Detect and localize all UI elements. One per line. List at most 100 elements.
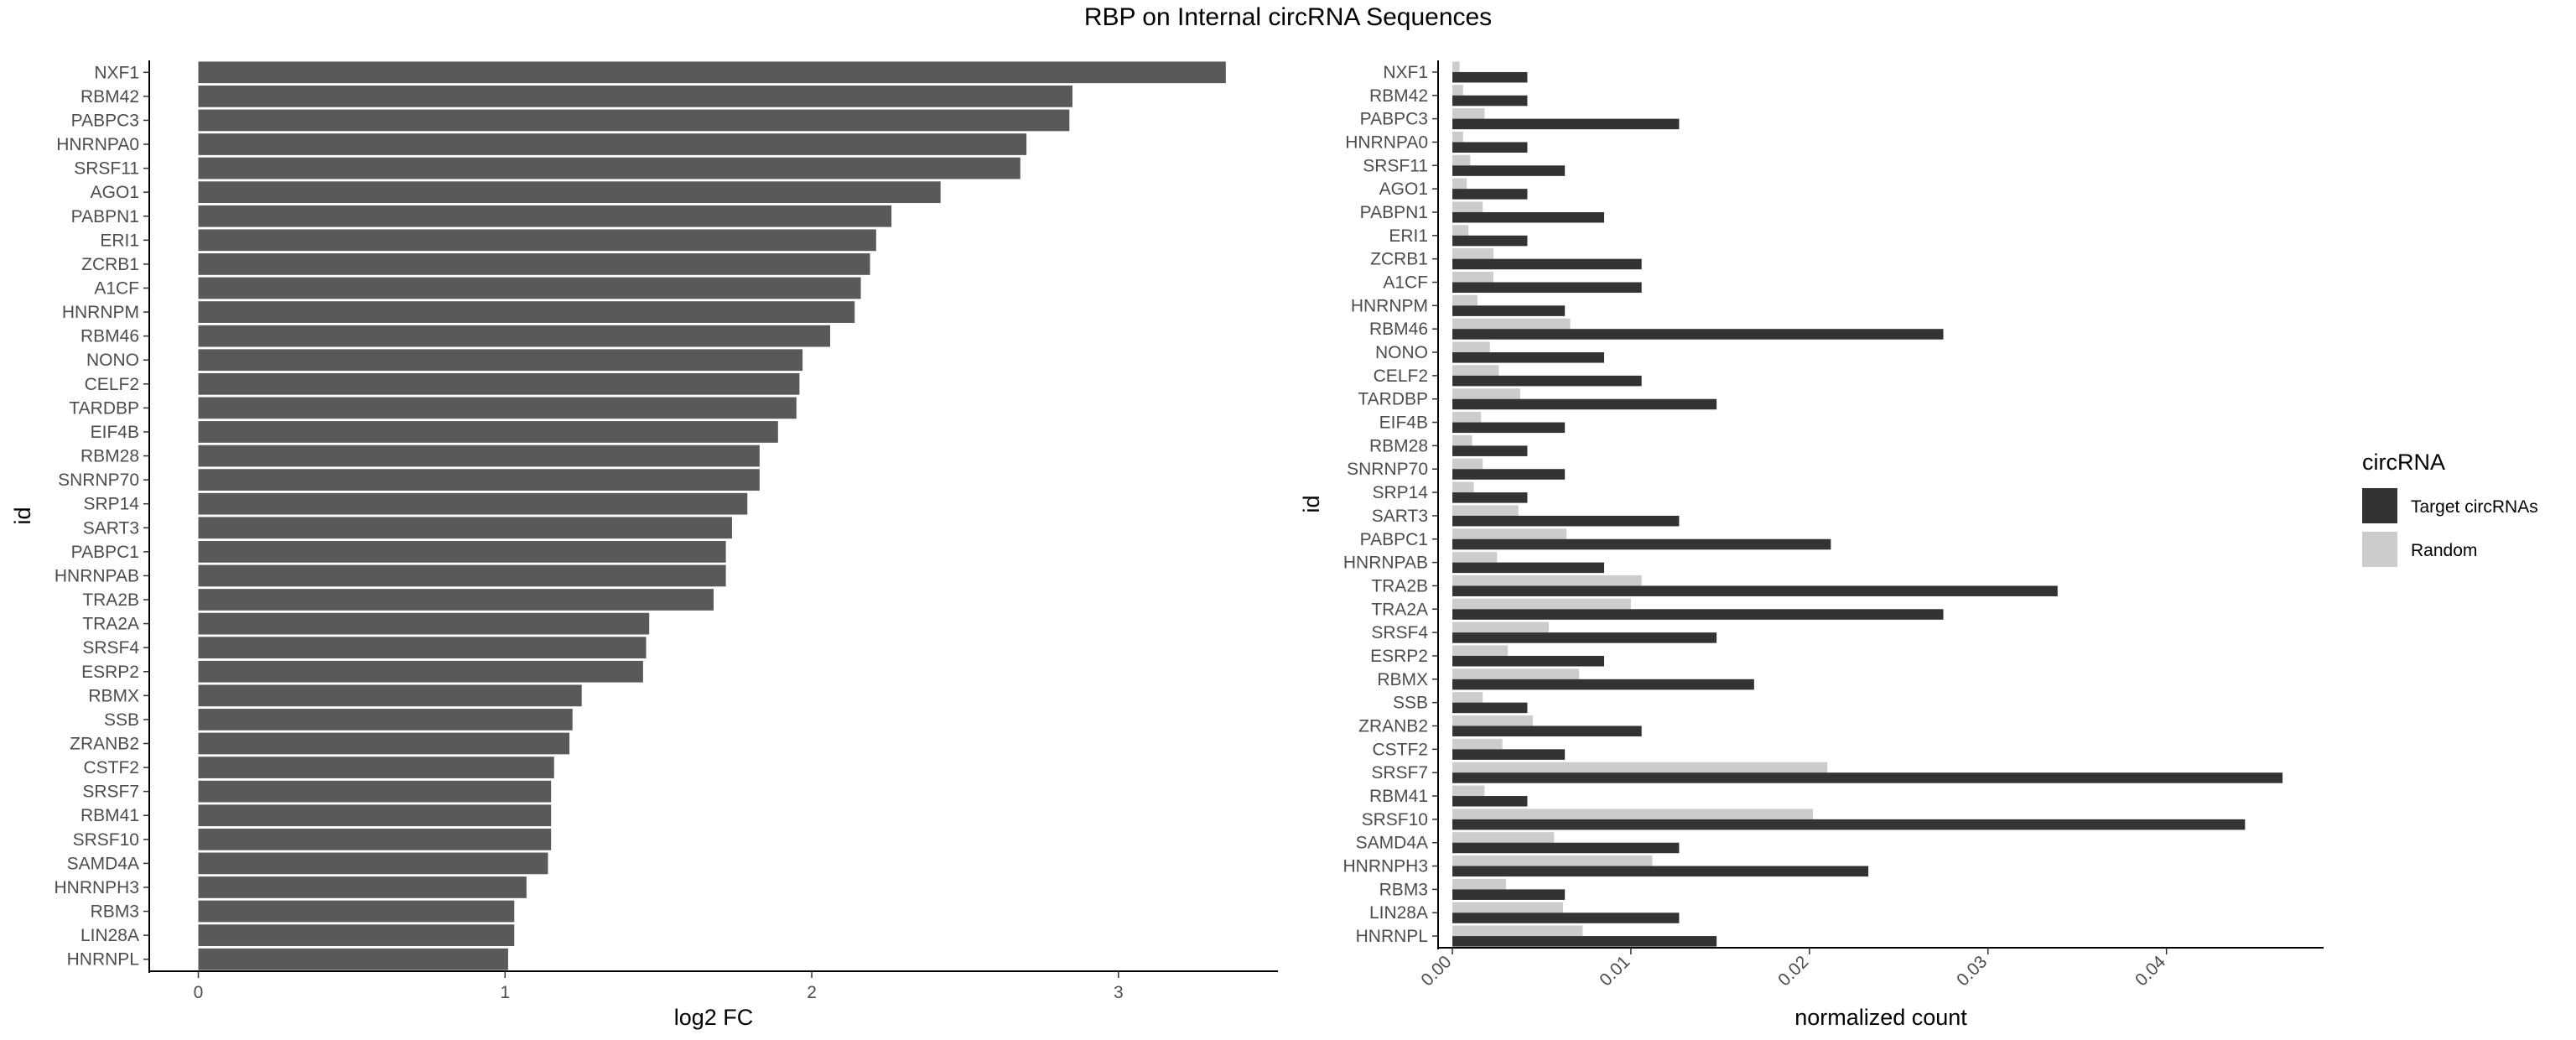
y-tick-label-tra2a: TRA2A	[82, 615, 139, 634]
y-tick-label-rbm46: RBM46	[1369, 320, 1428, 339]
bar-snrnp70	[198, 469, 760, 491]
bar-random-hnrnpab	[1452, 552, 1498, 563]
bar-target-sart3	[1452, 515, 1680, 527]
bar-random-srsf4	[1452, 621, 1549, 633]
bar-target-rbm28	[1452, 445, 1528, 456]
y-tick-label-sart3: SART3	[1372, 507, 1428, 526]
bar-random-srsf10	[1452, 809, 1814, 819]
x-tick-label: 2	[807, 983, 817, 1002]
bar-random-lin28a	[1452, 902, 1564, 913]
y-tick-label-hnrnpab: HNRNPAB	[55, 566, 139, 585]
bar-target-pabpc3	[1452, 118, 1680, 130]
bar-target-srsf7	[1452, 772, 2283, 783]
y-tick-label-pabpn1: PABPN1	[1360, 203, 1428, 222]
y-tick-label-zranb2: ZRANB2	[70, 735, 139, 754]
bar-zranb2	[198, 732, 570, 755]
bar-random-nxf1	[1452, 61, 1460, 72]
y-tick-label-eri1: ERI1	[100, 231, 139, 250]
panel-log2fc: NXF1 RBM42 PABPC3 HNRNPA0 SRSF11 AGO1 PABPN1 ER…	[10, 60, 1278, 1030]
bar-random-eri1	[1452, 225, 1469, 236]
bar-random-esrp2	[1452, 645, 1509, 656]
y-tick-label-srp14: SRP14	[83, 495, 139, 514]
y-tick-label-pabpc3: PABPC3	[71, 111, 139, 130]
bar-target-a1cf	[1452, 282, 1642, 294]
y-tick-label-snrnp70: SNRNP70	[1347, 460, 1428, 479]
bar-nxf1	[198, 61, 1226, 84]
bar-target-celf2	[1452, 375, 1642, 387]
y-tick-label-ssb: SSB	[1393, 694, 1428, 713]
bar-srsf11	[198, 157, 1021, 179]
bar-random-rbmx	[1452, 668, 1580, 679]
bar-random-tra2a	[1452, 598, 1631, 610]
bar-random-zranb2	[1452, 715, 1533, 726]
y-tick-label-nxf1: NXF1	[1383, 63, 1428, 82]
bar-random-srp14	[1452, 481, 1474, 493]
bar-sart3	[198, 517, 732, 539]
legend: circRNA Target circRNAs Random	[2362, 450, 2538, 567]
x-tick-label: 0.02	[1774, 952, 1812, 990]
bar-pabpn1	[198, 205, 892, 227]
bar-celf2	[198, 372, 800, 395]
bar-tra2b	[198, 589, 714, 611]
y-tick-label-rbm41: RBM41	[80, 806, 139, 825]
y-tick-label-nxf1: NXF1	[94, 63, 139, 82]
bar-random-rbm28	[1452, 434, 1472, 446]
y-tick-label-hnrnpl: HNRNPL	[67, 950, 139, 970]
bar-random-cstf2	[1452, 738, 1503, 750]
bar-random-pabpc3	[1452, 108, 1485, 119]
y-tick-label-lin28a: LIN28A	[80, 926, 139, 945]
y-tick-label-zcrb1: ZCRB1	[1370, 250, 1428, 269]
bar-eri1	[198, 229, 876, 252]
y-tick-label-eif4b: EIF4B	[91, 423, 139, 442]
bar-random-pabpn1	[1452, 201, 1483, 212]
y-tick-label-srsf10: SRSF10	[73, 830, 139, 850]
bar-rbmx	[198, 684, 582, 707]
y-tick-label-rbm28: RBM28	[80, 447, 139, 466]
bar-rbm42	[198, 86, 1072, 107]
y-tick-label-tardbp: TARDBP	[1358, 390, 1428, 409]
bar-target-pabpc1	[1452, 538, 1831, 550]
y-tick-label-esrp2: ESRP2	[1370, 647, 1428, 666]
bar-pabpc1	[198, 541, 726, 563]
y-tick-label-pabpc1: PABPC1	[71, 543, 139, 562]
bar-hnrnph3	[198, 876, 527, 898]
bar-srp14	[198, 492, 748, 515]
bar-random-rbm42	[1452, 85, 1463, 96]
x-axis-title: log2 FC	[674, 1005, 754, 1030]
bar-tra2a	[198, 612, 650, 635]
x-axis-title: normalized count	[1794, 1005, 1967, 1030]
y-tick-label-hnrnph3: HNRNPH3	[1343, 857, 1428, 876]
bar-random-tra2b	[1452, 575, 1642, 586]
y-tick-label-tra2a: TRA2A	[1371, 600, 1428, 619]
bar-target-srp14	[1452, 492, 1528, 503]
y-tick-label-eri1: ERI1	[1389, 226, 1428, 246]
y-tick-label-nono: NONO	[1375, 343, 1428, 362]
bar-target-zranb2	[1452, 725, 1642, 737]
bar-target-rbm3	[1452, 889, 1566, 900]
chart-title: RBP on Internal circRNA Sequences	[1083, 3, 1493, 31]
bar-ago1	[198, 181, 941, 204]
bar-tardbp	[198, 397, 797, 419]
bar-eif4b	[198, 421, 778, 443]
bar-target-srsf10	[1452, 819, 2246, 830]
legend-swatch-target-circrnas	[2362, 488, 2397, 523]
bar-random-samd4a	[1452, 832, 1555, 843]
y-tick-label-srsf7: SRSF7	[1371, 763, 1428, 783]
x-tick-label: 1	[500, 983, 510, 1002]
y-tick-label-hnrnpl: HNRNPL	[1356, 927, 1428, 946]
y-tick-label-celf2: CELF2	[85, 375, 139, 394]
bar-target-ssb	[1452, 702, 1528, 714]
y-tick-label-rbm42: RBM42	[80, 87, 139, 107]
bar-target-zcrb1	[1452, 258, 1642, 270]
y-tick-label-zcrb1: ZCRB1	[81, 255, 139, 274]
bar-target-cstf2	[1452, 749, 1566, 760]
bar-samd4a	[198, 852, 548, 875]
y-tick-label-rbm28: RBM28	[1369, 436, 1428, 455]
bar-target-ago1	[1452, 189, 1528, 200]
y-tick-label-srsf7: SRSF7	[82, 783, 139, 802]
y-tick-label-hnrnpa0: HNRNPA0	[1345, 133, 1428, 152]
bar-random-srsf7	[1452, 762, 1828, 773]
y-tick-label-rbm3: RBM3	[91, 902, 139, 922]
bar-random-a1cf	[1452, 271, 1493, 283]
